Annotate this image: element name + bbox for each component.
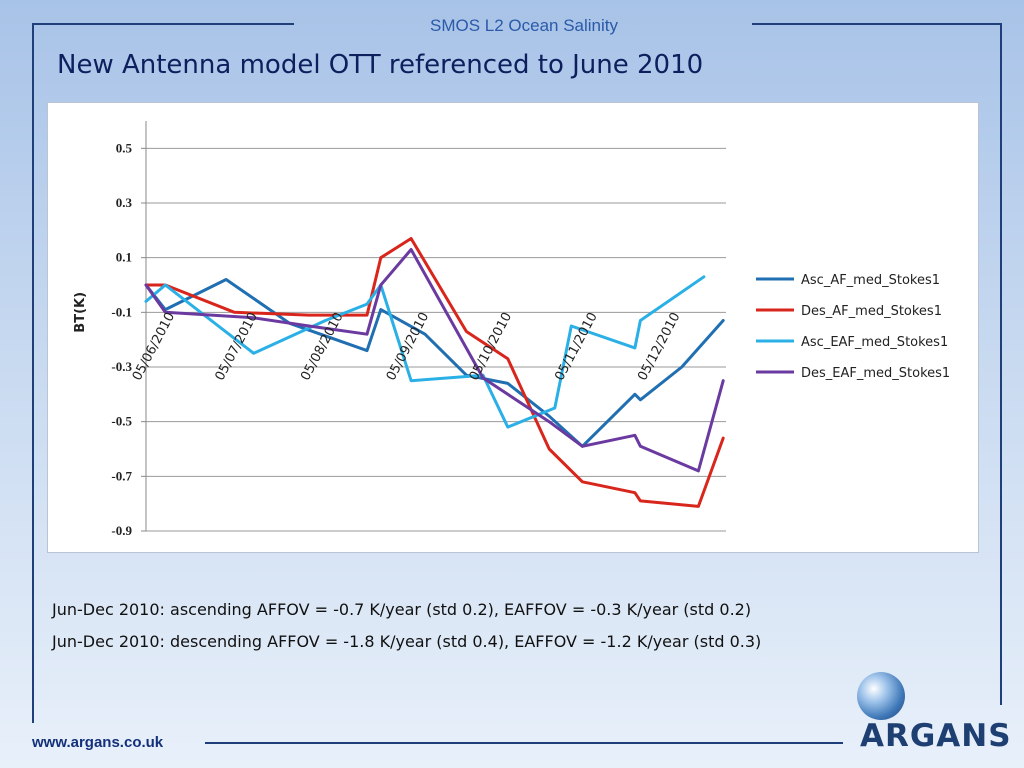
legend-label: Des_AF_med_Stokes1 <box>801 304 942 319</box>
series-line <box>144 275 706 429</box>
note-descending: Jun-Dec 2010: descending AFFOV = -1.8 K/… <box>52 632 762 651</box>
note-ascending: Jun-Dec 2010: ascending AFFOV = -0.7 K/y… <box>52 600 752 619</box>
series-line <box>144 237 725 508</box>
y-axis-title: BT(K) <box>73 292 88 333</box>
x-date-label: 05/10/2010 <box>467 310 515 383</box>
line-chart: 0.5 0.3 0.1 -0.1 -0.3 -0.5 -0.7 -0.9 BT(K) 05/06/… <box>73 121 950 538</box>
y-tick-label: 0.5 <box>116 140 133 155</box>
legend-label: Des_EAF_med_Stokes1 <box>801 366 950 381</box>
header-title: SMOS L2 Ocean Salinity <box>429 16 619 35</box>
frame-top-left <box>32 23 294 25</box>
y-tick-label: 0.3 <box>116 195 133 210</box>
frame-right <box>1000 23 1002 705</box>
y-tick-label: -0.1 <box>111 304 132 319</box>
legend-label: Asc_EAF_med_Stokes1 <box>801 335 948 350</box>
series-line <box>144 248 725 473</box>
frame-left <box>32 23 34 723</box>
y-tick-label: 0.1 <box>116 250 132 265</box>
frame-bottom <box>205 742 843 744</box>
slide-title: New Antenna model OTT referenced to June… <box>57 50 704 80</box>
y-tick-label: -0.3 <box>111 359 132 374</box>
chart-panel: 0.5 0.3 0.1 -0.1 -0.3 -0.5 -0.7 -0.9 BT(K) 05/06/… <box>47 102 979 553</box>
footer-url-link[interactable]: www.argans.co.uk <box>32 734 164 751</box>
y-tick-label: -0.7 <box>111 468 132 483</box>
globe-logo-icon <box>857 672 905 720</box>
y-tick-label: -0.5 <box>111 414 132 429</box>
argans-logo-text: ARGANS <box>860 718 1012 754</box>
x-date-label: 05/11/2010 <box>552 310 600 383</box>
legend-label: Asc_AF_med_Stokes1 <box>801 273 940 288</box>
x-date-label: 05/07/2010 <box>213 310 261 383</box>
frame-top-right <box>752 23 1002 25</box>
y-tick-label: -0.9 <box>111 523 132 538</box>
x-date-label: 05/06/2010 <box>130 310 178 383</box>
